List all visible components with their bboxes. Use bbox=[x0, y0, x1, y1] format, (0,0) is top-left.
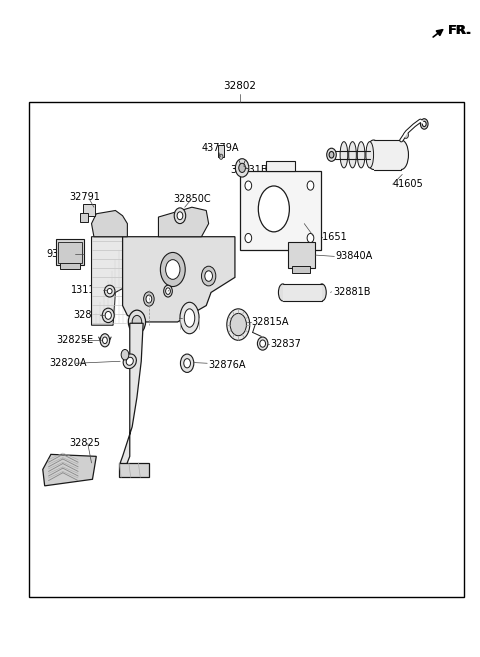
Text: FR.: FR. bbox=[448, 24, 471, 37]
Bar bbox=[80, 213, 88, 222]
Text: 32731B: 32731B bbox=[230, 165, 268, 175]
Circle shape bbox=[235, 159, 249, 177]
Circle shape bbox=[327, 148, 336, 162]
Ellipse shape bbox=[205, 271, 213, 281]
Ellipse shape bbox=[126, 357, 133, 365]
Text: 41651: 41651 bbox=[316, 232, 347, 242]
Text: 32791: 32791 bbox=[69, 193, 100, 202]
Polygon shape bbox=[43, 455, 96, 486]
Circle shape bbox=[422, 122, 426, 127]
Ellipse shape bbox=[318, 284, 326, 301]
Ellipse shape bbox=[257, 337, 268, 350]
Text: 32837: 32837 bbox=[271, 338, 301, 349]
Bar bbox=[373, 140, 401, 170]
Ellipse shape bbox=[227, 309, 250, 340]
Ellipse shape bbox=[146, 295, 152, 303]
Text: 93840A: 93840A bbox=[336, 252, 372, 261]
Text: 32881B: 32881B bbox=[333, 287, 371, 297]
Circle shape bbox=[132, 315, 142, 328]
Text: 32820A: 32820A bbox=[49, 358, 86, 368]
Ellipse shape bbox=[202, 266, 216, 286]
Text: 32825: 32825 bbox=[69, 438, 100, 448]
Text: 1311FA: 1311FA bbox=[71, 286, 107, 296]
Ellipse shape bbox=[160, 252, 185, 286]
Ellipse shape bbox=[184, 309, 195, 327]
Ellipse shape bbox=[123, 354, 136, 369]
Circle shape bbox=[329, 152, 334, 158]
Circle shape bbox=[219, 154, 223, 160]
Ellipse shape bbox=[366, 140, 381, 170]
Polygon shape bbox=[266, 162, 295, 171]
Bar bbox=[29, 102, 464, 597]
Ellipse shape bbox=[180, 302, 199, 334]
Ellipse shape bbox=[357, 142, 365, 168]
Circle shape bbox=[404, 132, 408, 139]
Bar bbox=[60, 263, 80, 269]
Polygon shape bbox=[158, 207, 209, 237]
Text: FR.: FR. bbox=[448, 24, 472, 37]
Ellipse shape bbox=[366, 142, 373, 168]
Ellipse shape bbox=[108, 288, 112, 294]
Circle shape bbox=[420, 119, 428, 129]
Circle shape bbox=[307, 181, 314, 190]
Text: 32815A: 32815A bbox=[252, 317, 289, 327]
Circle shape bbox=[307, 233, 314, 242]
Polygon shape bbox=[120, 323, 143, 466]
Text: 32802: 32802 bbox=[223, 81, 256, 91]
Ellipse shape bbox=[260, 340, 265, 347]
Ellipse shape bbox=[348, 142, 356, 168]
Circle shape bbox=[180, 354, 194, 373]
Bar bbox=[83, 204, 95, 215]
Text: 32850C: 32850C bbox=[173, 194, 211, 204]
Ellipse shape bbox=[105, 311, 111, 319]
Circle shape bbox=[177, 212, 183, 219]
Ellipse shape bbox=[230, 313, 246, 336]
Ellipse shape bbox=[102, 308, 114, 323]
Text: 32825E: 32825E bbox=[56, 335, 93, 346]
Text: 43779A: 43779A bbox=[202, 143, 240, 153]
Polygon shape bbox=[92, 210, 127, 237]
Text: 41605: 41605 bbox=[393, 179, 423, 189]
Ellipse shape bbox=[166, 288, 170, 294]
Text: 32876A: 32876A bbox=[209, 359, 246, 369]
Ellipse shape bbox=[258, 186, 289, 232]
Circle shape bbox=[184, 359, 191, 368]
Bar bbox=[288, 242, 315, 268]
Circle shape bbox=[103, 337, 108, 344]
Ellipse shape bbox=[144, 292, 154, 306]
Bar bbox=[240, 171, 321, 250]
Bar bbox=[292, 266, 311, 273]
Ellipse shape bbox=[105, 285, 115, 297]
Bar bbox=[218, 145, 224, 157]
Ellipse shape bbox=[278, 284, 287, 301]
Circle shape bbox=[128, 310, 145, 334]
Text: 1311FA: 1311FA bbox=[148, 286, 183, 296]
Text: 93810B: 93810B bbox=[47, 249, 84, 259]
Circle shape bbox=[100, 334, 110, 347]
Circle shape bbox=[245, 233, 252, 242]
Bar bbox=[56, 238, 84, 265]
Text: 32837: 32837 bbox=[74, 310, 105, 321]
Ellipse shape bbox=[166, 260, 180, 279]
Circle shape bbox=[239, 164, 245, 173]
Circle shape bbox=[174, 208, 186, 223]
Polygon shape bbox=[122, 237, 235, 322]
Bar bbox=[283, 284, 322, 301]
Ellipse shape bbox=[394, 140, 408, 170]
Ellipse shape bbox=[164, 285, 172, 297]
Circle shape bbox=[245, 181, 252, 190]
Circle shape bbox=[121, 350, 129, 360]
Polygon shape bbox=[119, 463, 149, 478]
Polygon shape bbox=[92, 237, 127, 325]
Ellipse shape bbox=[340, 142, 348, 168]
Bar bbox=[58, 242, 82, 263]
Text: 32837: 32837 bbox=[165, 313, 195, 323]
